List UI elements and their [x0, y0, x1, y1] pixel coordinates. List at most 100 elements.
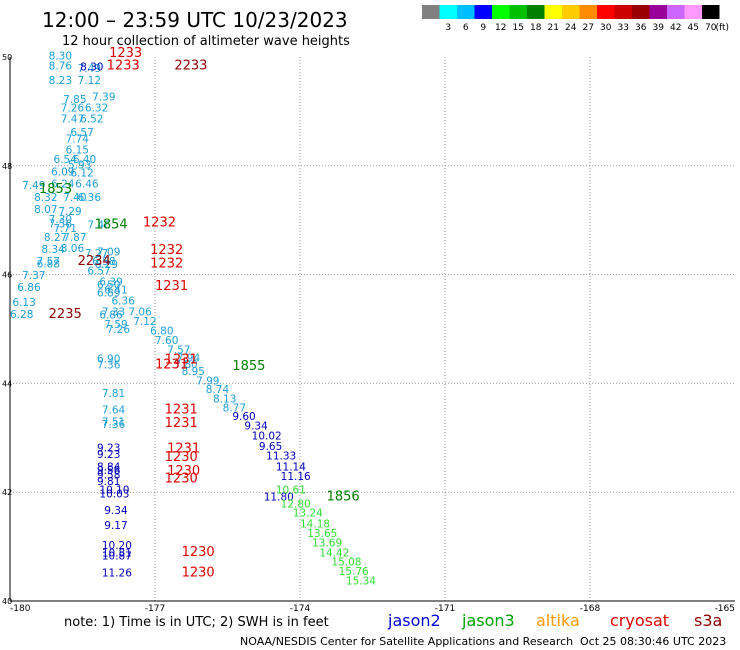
wave-height-label: 7.57 [167, 344, 190, 356]
wave-height-label: 7.81 [102, 388, 125, 400]
scale-label: 27 [583, 23, 594, 33]
x-tick-label: -165 [715, 604, 735, 614]
pass-time-label: 1232 [150, 257, 183, 272]
wave-height-label: 6.52 [80, 113, 103, 125]
wave-height-label: 7.40 [63, 192, 86, 204]
legend-entry: cryosat [610, 611, 669, 630]
pass-time-label: 1232 [143, 216, 176, 231]
wave-height-label: 8.77 [223, 403, 246, 415]
wave-height-label: 9.17 [104, 520, 127, 532]
wave-height-label: 6.80 [150, 325, 173, 337]
wave-height-label: 12.80 [281, 498, 311, 510]
y-tick-label: 40 [2, 597, 12, 606]
wave-height-label: 6.32 [85, 102, 108, 114]
wave-height-label: 6.24 [51, 179, 75, 191]
wave-height-label: 9.56 [97, 465, 121, 477]
wave-height-label: 7.29 [58, 206, 81, 218]
wave-height-label: 7.80 [174, 359, 197, 371]
pass-time-label: 1855 [232, 359, 265, 374]
wave-height-label: 13.65 [307, 528, 337, 540]
wave-height-label: 7.12 [133, 316, 156, 328]
wave-height-label: 10.81 [102, 547, 132, 559]
scale-swatch [562, 5, 580, 19]
wave-height-label: 7.94 [177, 353, 201, 365]
wave-height-label: 10.10 [99, 484, 129, 496]
y-tick-label: 48 [2, 162, 12, 171]
scale-swatch [614, 5, 632, 19]
wave-height-label: 8.30 [80, 62, 103, 74]
pass-time-label: 1231 [167, 441, 200, 456]
wave-height-label: 7.27 [85, 248, 108, 260]
wave-height-label: 6.86 [17, 282, 41, 294]
pass-time-label: 1232 [150, 243, 183, 258]
wave-height-label: 6.09 [51, 167, 74, 179]
axis-ticks: -180 -177 -174 -171 -168 -165 40 42 44 46 48 50 [2, 53, 735, 614]
x-tick-label: -180 [10, 604, 31, 614]
wave-height-label: 7.87 [63, 232, 86, 244]
wave-height-label: 6.50 [97, 280, 120, 292]
pass-time-label: 1233 [107, 59, 140, 74]
wave-height-label: 7.36 [102, 419, 126, 431]
wave-height-label: 10.03 [99, 489, 129, 501]
wave-height-label: 7.33 [102, 306, 125, 318]
wave-height-label: 6.88 [37, 259, 60, 271]
scale-label: 39 [653, 23, 665, 33]
wave-height-label: 7.57 [37, 256, 60, 268]
wave-height-label: 7.85 [63, 94, 86, 106]
wave-height-label: 9.34 [104, 505, 128, 517]
wave-height-label: 15.08 [331, 557, 361, 569]
wave-height-label: 8.76 [49, 61, 73, 73]
wave-height-label: 13.24 [293, 508, 323, 520]
scale-swatch [439, 5, 457, 19]
wave-height-label: 15.34 [346, 576, 376, 588]
wave-height-label: 8.13 [213, 393, 236, 405]
wave-height-label: 9.60 [232, 411, 255, 423]
plot-grid [9, 57, 735, 602]
wave-height-label: 6.41 [104, 285, 127, 297]
wave-height-label: 8.23 [49, 75, 72, 87]
scale-label: 6 [463, 23, 469, 33]
wave-height-label: 7.06 [128, 306, 152, 318]
wave-height-label: 7.60 [155, 335, 178, 347]
scale-swatch [509, 5, 527, 19]
wave-height-label: 7.39 [92, 92, 115, 104]
wave-height-label: 6.46 [75, 179, 99, 191]
legend-entry: jason2 [387, 611, 441, 630]
wave-height-label: 14.42 [319, 547, 349, 559]
wave-height-label: 6.89 [97, 287, 120, 299]
footer-timestamp: Oct 25 08:30:46 UTC 2023 [580, 635, 726, 648]
pass-time-label: 1230 [167, 464, 200, 479]
scale-swatch [649, 5, 667, 19]
wave-height-label: 7.26 [107, 324, 131, 336]
wave-height-label: 7.30 [49, 214, 72, 226]
wave-height-label: 7.49 [22, 180, 45, 192]
wave-height-label: 8.07 [34, 204, 57, 216]
scale-label: 36 [635, 23, 647, 33]
scale-label: 3 [445, 23, 451, 33]
wave-height-label: 6.54 [54, 154, 78, 166]
wave-height-label: 6.58 [92, 256, 115, 268]
pass-time-label: 1230 [182, 545, 215, 560]
wave-height-label: 8.06 [61, 243, 85, 255]
wave-height-label: 6.12 [70, 168, 93, 180]
wave-height-label: 7.74 [66, 133, 90, 145]
wave-height-label: 6.36 [112, 296, 136, 308]
pass-time-label: 2234 [78, 254, 111, 269]
scale-swatch [579, 5, 597, 19]
wave-height-label: 7.56 [49, 218, 73, 230]
wave-height-label: 7.47 [61, 113, 84, 125]
scale-swatch [597, 5, 615, 19]
scale-swatch [632, 5, 650, 19]
pass-time-label: 1231 [165, 416, 198, 431]
scale-swatch [544, 5, 562, 19]
x-tick-label: -177 [145, 604, 165, 614]
wave-height-label: 8.34 [41, 244, 65, 256]
pass-time-label: 1854 [95, 217, 128, 232]
wave-height-label: 10.02 [252, 430, 282, 442]
scale-swatch [527, 5, 545, 19]
wave-height-label: 10.20 [102, 540, 132, 552]
pass-time-label: 1231 [155, 358, 188, 373]
wave-height-label: 5.93 [68, 160, 91, 172]
wave-height-label: 8.84 [97, 461, 121, 473]
wave-height-label: 13.69 [312, 538, 342, 550]
